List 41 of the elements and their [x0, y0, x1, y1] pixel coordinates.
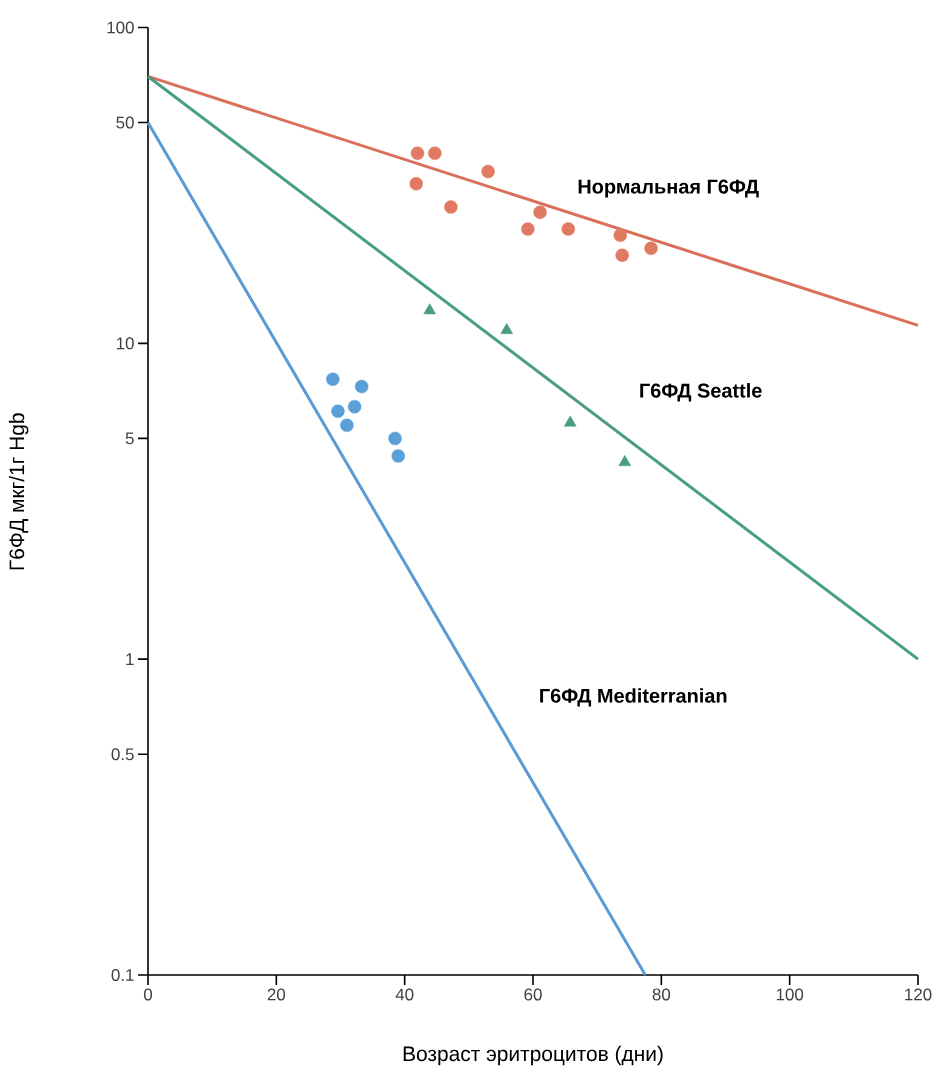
point — [391, 449, 405, 463]
x-tick-label: 20 — [267, 988, 286, 1001]
x-tick-label: 60 — [524, 988, 542, 1001]
point — [533, 205, 547, 219]
x-tick-label: 100 — [776, 988, 804, 1001]
series-label: Г6ФД Seattle — [640, 383, 762, 402]
y-axis-title: Г6ФД мкг/1г Hgb — [8, 413, 29, 570]
point — [481, 164, 495, 179]
y-tick-label: 100 — [107, 21, 134, 34]
point — [388, 431, 402, 446]
text: Г6ФД Mediterranian — [540, 688, 727, 707]
y-tick-label: 10 — [116, 337, 134, 350]
x-tick-label: 40 — [395, 988, 414, 1001]
point — [340, 418, 354, 433]
point — [326, 372, 340, 386]
point — [563, 415, 577, 427]
x-tick-label: 120 — [905, 988, 932, 1001]
point — [428, 146, 442, 160]
point — [644, 241, 658, 255]
point — [500, 323, 513, 334]
point — [561, 222, 575, 236]
point — [347, 400, 362, 414]
point — [444, 200, 458, 214]
point — [615, 248, 629, 262]
x-tick-label: 0 — [143, 988, 153, 1001]
point — [618, 455, 632, 467]
y-tick-label: 50 — [116, 116, 134, 129]
point — [409, 177, 423, 191]
y-tick-label: 0.1 — [111, 969, 134, 982]
point — [354, 379, 369, 394]
point — [331, 404, 345, 418]
y-tick-label: 0.5 — [111, 748, 134, 761]
x-tick-label: 80 — [652, 988, 671, 1001]
point — [423, 303, 436, 315]
y-tick-label: 5 — [125, 432, 134, 445]
point — [521, 222, 535, 236]
point — [410, 146, 425, 160]
y-tick-label: 1 — [126, 653, 134, 665]
point — [613, 228, 627, 242]
x-axis-title: Возраст эритроцитов (дни) — [403, 1045, 663, 1066]
series-label: Нормальная Г6ФД — [578, 179, 759, 198]
